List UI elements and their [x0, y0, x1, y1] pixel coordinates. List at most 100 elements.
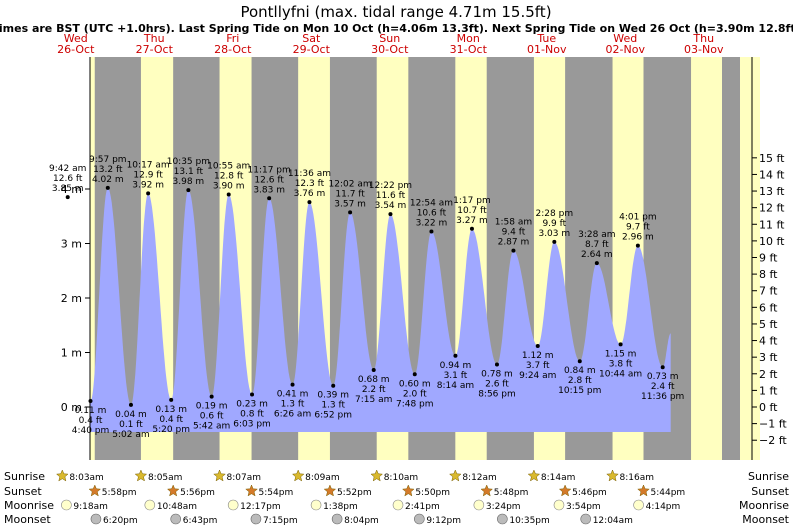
- tide-time-label: 9:42 am: [49, 164, 86, 174]
- tide-point: [105, 185, 110, 190]
- tide-time-label: 1:58 am: [495, 218, 532, 228]
- tide-feet-label: 11.6 ft: [376, 191, 406, 201]
- tide-point: [429, 229, 434, 234]
- tide-feet-label: 2.2 ft: [362, 385, 386, 395]
- sunrise-icon: [527, 469, 541, 482]
- tide-feet-label: 1.3 ft: [281, 400, 305, 410]
- row-label-left: Sunset: [4, 485, 42, 498]
- tide-metre-label: 3.03 m: [538, 229, 570, 239]
- day-name-label: Wed: [64, 32, 88, 45]
- moonset-time: 8:04pm: [344, 516, 379, 525]
- tide-feet-label: 12.8 ft: [214, 171, 244, 181]
- tide-metre-label: 3.83 m: [253, 185, 285, 195]
- sunrise-time: 8:16am: [620, 473, 655, 483]
- moonset-time: 6:43pm: [183, 516, 218, 525]
- tide-metre-label: 3.85 m: [52, 184, 84, 194]
- sunset-time: 5:48pm: [494, 488, 529, 498]
- tide-feet-label: 12.3 ft: [295, 179, 325, 189]
- tide-feet-label: 2.4 ft: [651, 382, 675, 392]
- day-date-label: 03-Nov: [684, 43, 724, 56]
- day-name-label: Wed: [613, 32, 637, 45]
- right-tick-label: 11 ft: [759, 218, 785, 231]
- tide-metre-label: 0.78 m: [481, 369, 513, 379]
- tide-metre-label: 3.76 m: [294, 189, 326, 199]
- daylight-band: [90, 57, 95, 460]
- sunset-time: 5:44pm: [651, 488, 686, 498]
- day-name-label: Thu: [692, 32, 714, 45]
- moonset-time: 6:20pm: [103, 516, 138, 525]
- row-label-right: Sunrise: [748, 470, 789, 483]
- tide-metre-label: 2.96 m: [622, 233, 654, 243]
- row-label-right: Moonrise: [739, 499, 789, 512]
- tide-feet-label: 12.6 ft: [53, 174, 83, 184]
- sunset-time: 5:46pm: [572, 488, 607, 498]
- tide-point: [88, 399, 93, 404]
- tide-feet-label: 9.7 ft: [626, 223, 650, 233]
- sunrise-time: 8:10am: [384, 473, 419, 483]
- tide-metre-label: 0.68 m: [358, 375, 390, 385]
- tide-metre-label: 3.98 m: [173, 177, 205, 187]
- tide-point: [331, 383, 336, 388]
- sunrise-icon: [291, 469, 305, 482]
- tide-time-label: 12:02 am: [329, 179, 372, 189]
- moonrise-time: 10:48am: [157, 502, 197, 512]
- tide-time-label: 4:01 pm: [619, 213, 657, 223]
- tide-metre-label: 3.57 m: [334, 199, 366, 209]
- tide-metre-label: 2.87 m: [498, 238, 530, 248]
- moonrise-icon: [633, 499, 644, 511]
- row-label-left: Sunrise: [4, 470, 45, 483]
- moonset-time: 10:35pm: [509, 516, 549, 525]
- tide-point: [618, 342, 623, 347]
- sunrise-icon: [55, 469, 69, 482]
- moonset-icon: [331, 513, 343, 525]
- tide-point: [65, 195, 70, 200]
- tide-metre-label: 0.73 m: [647, 372, 679, 382]
- tide-point: [552, 239, 557, 244]
- sunrise-icon: [448, 469, 462, 482]
- tide-feet-label: 10.6 ft: [417, 209, 447, 219]
- tide-point: [186, 188, 191, 193]
- tide-feet-label: 13.2 ft: [93, 165, 123, 175]
- tide-metre-label: 3.54 m: [375, 201, 407, 211]
- tide-time-label: 10:35 pm: [167, 157, 210, 167]
- tide-feet-label: 12.6 ft: [254, 175, 284, 185]
- sunset-icon: [480, 484, 494, 497]
- sunset-time: 5:54pm: [259, 488, 294, 498]
- row-label-right: Sunset: [751, 485, 789, 498]
- row-label-left: Moonset: [4, 513, 51, 525]
- right-tick-label: 3 ft: [759, 351, 778, 364]
- right-tick-label: 12 ft: [759, 202, 785, 215]
- day-date-label: 02-Nov: [606, 43, 646, 56]
- sunrise-time: 8:05am: [148, 473, 183, 483]
- tide-feet-label: 2.0 ft: [403, 389, 427, 399]
- day-date-label: 26-Oct: [57, 43, 95, 56]
- moonrise-icon: [310, 499, 322, 511]
- tide-metre-label: 3.92 m: [132, 180, 164, 190]
- sunrise-icon: [134, 469, 148, 482]
- axes: 0 m 1 m 2 m 3 m 4 m −2 ft −1 ft 0 ft 1 ft 2 ft 3 f…: [61, 57, 787, 460]
- right-tick-label: 0 ft: [759, 401, 778, 414]
- moonrise-time: 2:41pm: [405, 502, 440, 512]
- tide-metre-label: 4.02 m: [92, 175, 124, 185]
- tide-feet-label: 0.4 ft: [79, 416, 103, 426]
- sunrise-time: 8:09am: [305, 473, 340, 483]
- right-tick-label: 8 ft: [759, 268, 778, 281]
- tide-point: [290, 382, 295, 387]
- tide-metre-label: 3.90 m: [213, 181, 245, 191]
- tide-point: [453, 353, 458, 358]
- moonrise-time: 9:18am: [73, 502, 108, 512]
- tide-point: [660, 365, 665, 370]
- tide-metre-label: 3.22 m: [416, 219, 448, 229]
- tide-time-label: 12:54 am: [410, 199, 453, 209]
- tide-point: [209, 394, 214, 399]
- tide-metre-label: 0.41 m: [277, 390, 309, 400]
- tide-point: [469, 226, 474, 231]
- tide-point: [226, 192, 231, 197]
- tide-time-label: 5:20 pm: [152, 425, 190, 435]
- tide-feet-label: 13.1 ft: [174, 167, 204, 177]
- tide-time-label: 9:24 am: [519, 371, 556, 381]
- right-tick-label: −1 ft: [759, 418, 787, 431]
- tide-metre-label: 0.94 m: [440, 361, 472, 371]
- right-tick-label: 5 ft: [759, 318, 778, 331]
- moonset-icon: [250, 513, 262, 525]
